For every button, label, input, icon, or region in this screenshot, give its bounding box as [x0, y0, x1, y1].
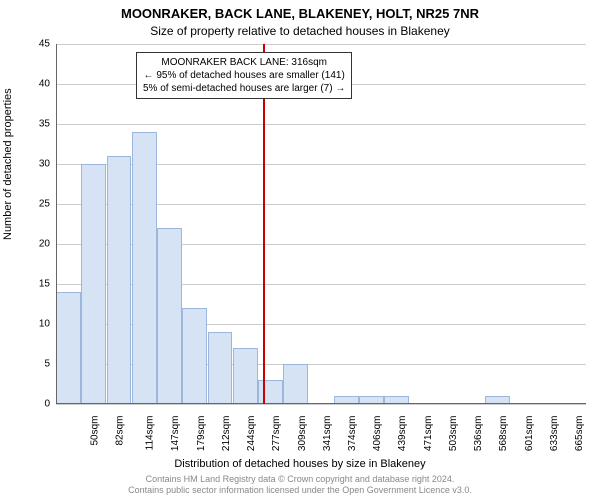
footnote-line-1: Contains HM Land Registry data © Crown c… [0, 474, 600, 485]
annotation-line: MOONRAKER BACK LANE: 316sqm [143, 56, 345, 69]
bar [56, 292, 81, 404]
bar [81, 164, 106, 404]
xtick-label: 374sqm [347, 416, 358, 452]
xtick-label: 244sqm [246, 416, 257, 452]
annotation-box: MOONRAKER BACK LANE: 316sqm← 95% of deta… [136, 52, 352, 99]
bar [157, 228, 182, 404]
bar [233, 348, 258, 404]
gridline [56, 404, 586, 405]
chart-title-main: MOONRAKER, BACK LANE, BLAKENEY, HOLT, NR… [0, 6, 600, 21]
xtick-label: 536sqm [473, 416, 484, 452]
xtick-label: 471sqm [423, 416, 434, 452]
xtick-label: 277sqm [271, 416, 282, 452]
bar [258, 380, 283, 404]
footnote: Contains HM Land Registry data © Crown c… [0, 474, 600, 496]
ytick-label: 35 [20, 119, 50, 130]
plot-area: 05101520253035404550sqm82sqm114sqm147sqm… [56, 44, 586, 404]
chart-title-sub: Size of property relative to detached ho… [0, 24, 600, 38]
footnote-line-2: Contains public sector information licen… [0, 485, 600, 496]
ytick-label: 0 [20, 399, 50, 410]
bar [132, 132, 157, 404]
xtick-label: 309sqm [297, 416, 308, 452]
gridline [56, 124, 586, 125]
ytick-label: 5 [20, 359, 50, 370]
x-axis [56, 403, 586, 404]
bar [283, 364, 308, 404]
x-axis-label: Distribution of detached houses by size … [0, 458, 600, 470]
xtick-label: 568sqm [499, 416, 510, 452]
xtick-label: 50sqm [89, 416, 100, 446]
xtick-label: 406sqm [372, 416, 383, 452]
ytick-label: 30 [20, 159, 50, 170]
xtick-label: 601sqm [524, 416, 535, 452]
y-axis-label: Number of detached properties [2, 88, 14, 240]
xtick-label: 665sqm [574, 416, 585, 452]
xtick-label: 147sqm [170, 416, 181, 452]
annotation-line: ← 95% of detached houses are smaller (14… [143, 69, 345, 82]
ytick-label: 10 [20, 319, 50, 330]
ytick-label: 40 [20, 79, 50, 90]
ytick-label: 15 [20, 279, 50, 290]
gridline [56, 44, 586, 45]
bar [107, 156, 132, 404]
ytick-label: 20 [20, 239, 50, 250]
bar [182, 308, 207, 404]
annotation-line: 5% of semi-detached houses are larger (7… [143, 82, 345, 95]
xtick-label: 439sqm [398, 416, 409, 452]
bar [208, 332, 233, 404]
ytick-label: 25 [20, 199, 50, 210]
xtick-label: 82sqm [114, 416, 125, 446]
xtick-label: 114sqm [144, 416, 155, 451]
y-axis [56, 44, 57, 404]
xtick-label: 179sqm [196, 416, 207, 452]
ytick-label: 45 [20, 39, 50, 50]
xtick-label: 341sqm [322, 416, 333, 452]
xtick-label: 503sqm [448, 416, 459, 452]
xtick-label: 633sqm [549, 416, 560, 452]
xtick-label: 212sqm [221, 416, 232, 452]
